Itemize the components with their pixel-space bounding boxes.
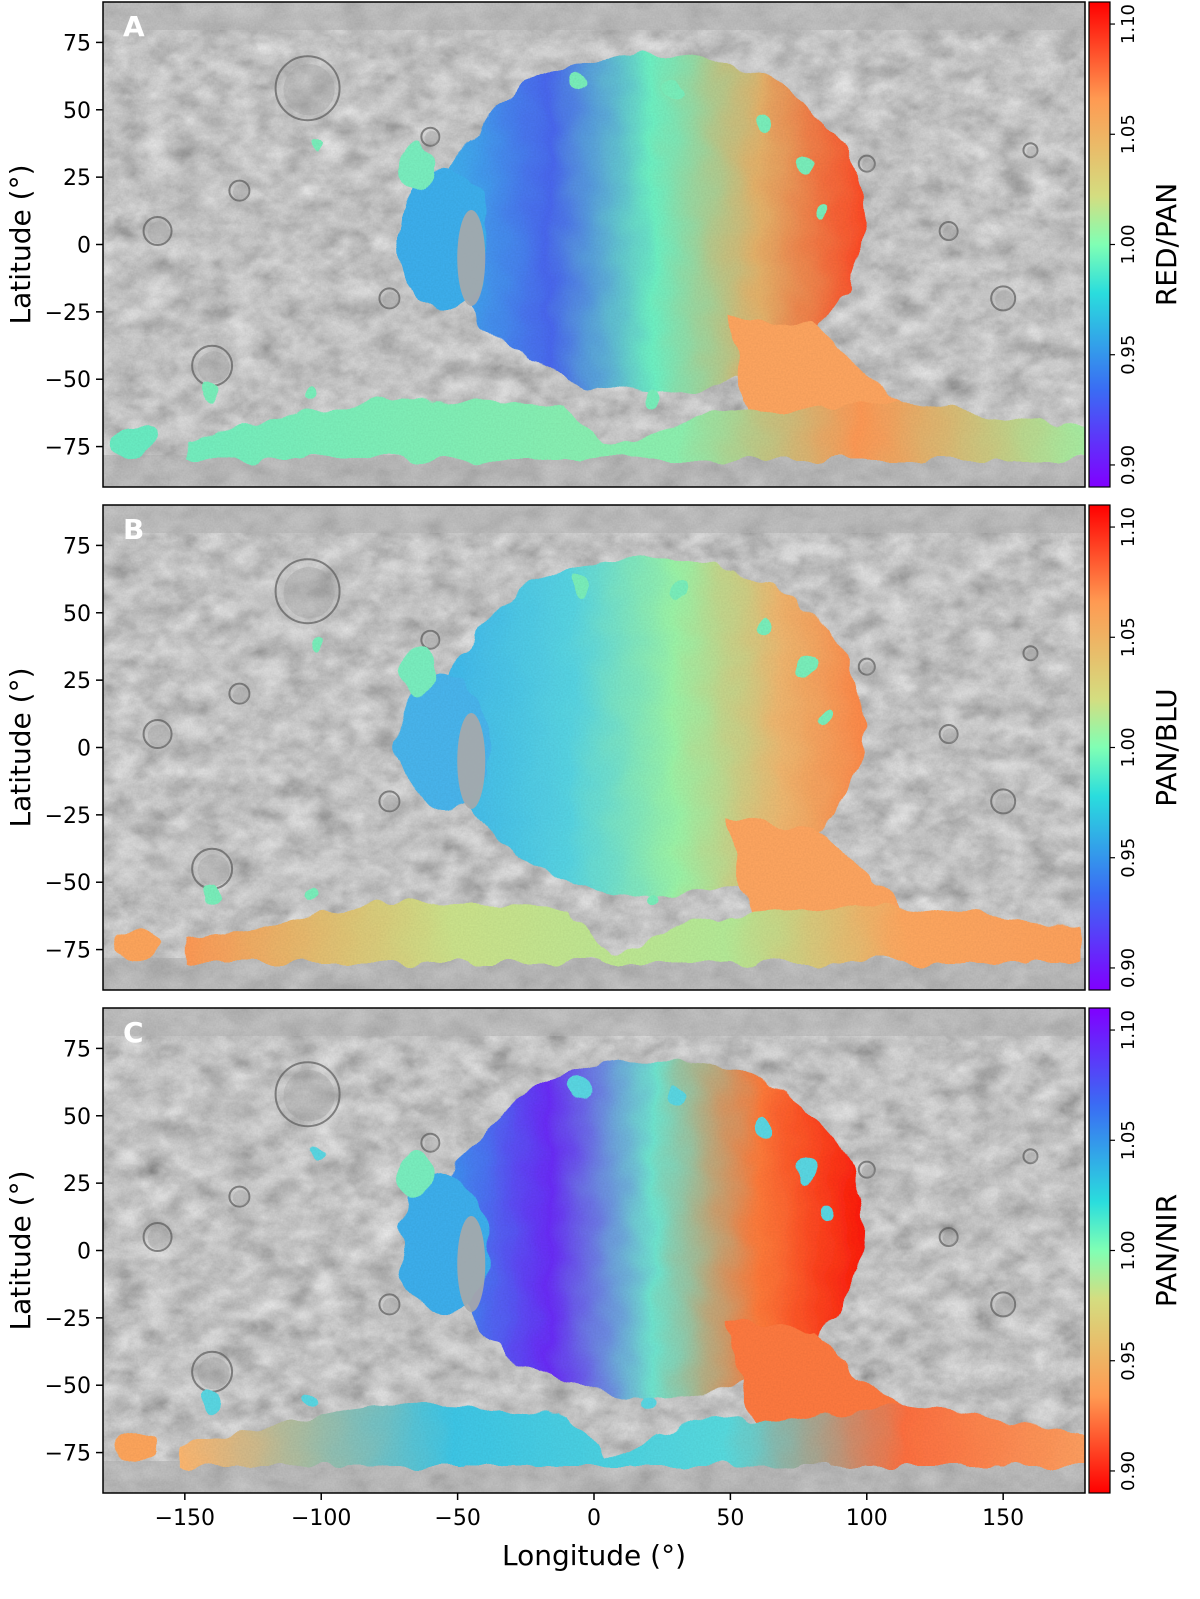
y-tick-label: 50 bbox=[63, 1105, 91, 1130]
x-tick-label: −50 bbox=[434, 1506, 480, 1531]
x-axis-label: Longitude (°) bbox=[502, 1539, 686, 1572]
map-panel-c: C 75 50 25 0 −25 −50 −75 Latitude (°) 0.90 0.95 1.0… bbox=[4, 1007, 1183, 1494]
colorbar-tick-label: 1.00 bbox=[1118, 727, 1139, 767]
colorbar-gradient bbox=[1088, 1, 1111, 488]
colorbar-tick-label: 1.10 bbox=[1118, 1010, 1139, 1050]
colorbar-tick-label: 0.90 bbox=[1118, 948, 1139, 988]
colorbar-tick-label: 1.05 bbox=[1118, 114, 1139, 154]
colorbar-label: RED/PAN bbox=[1150, 183, 1183, 306]
y-axis-label: Latitude (°) bbox=[4, 1171, 37, 1331]
y-tick-label: 0 bbox=[77, 234, 91, 259]
y-tick-label: 25 bbox=[63, 1172, 91, 1197]
y-tick-label: 50 bbox=[63, 99, 91, 124]
colorbar: 0.90 0.95 1.00 1.05 1.10 PAN/BLU bbox=[1088, 504, 1183, 991]
y-axis-label: Latitude (°) bbox=[4, 668, 37, 828]
y-tick-label: −25 bbox=[45, 804, 91, 829]
x-axis: −150 −100 −50 0 50 100 150 Longitude (°) bbox=[155, 1493, 1024, 1572]
colorbar-tick-label: 1.05 bbox=[1118, 1120, 1139, 1160]
y-tick-label: −25 bbox=[45, 1307, 91, 1332]
y-tick-label: 75 bbox=[63, 1037, 91, 1062]
colorbar-label: PAN/NIR bbox=[1150, 1194, 1183, 1307]
y-tick-label: −75 bbox=[45, 1442, 91, 1467]
map-panel-a: A 75 50 25 0 −25 −50 −75 Latitude (°) 0.90 0.95 1.0… bbox=[4, 1, 1183, 488]
crater bbox=[457, 1215, 486, 1312]
x-tick-label: 150 bbox=[982, 1506, 1024, 1531]
map-panel-b: B 75 50 25 0 −25 −50 −75 Latitude (°) 0.90 0.95 1.0… bbox=[4, 504, 1183, 991]
crater bbox=[457, 209, 486, 306]
colorbar-tick-label: 1.10 bbox=[1118, 4, 1139, 44]
y-tick-label: 75 bbox=[63, 534, 91, 559]
y-tick-label: −75 bbox=[45, 939, 91, 964]
x-tick-label: −100 bbox=[291, 1506, 351, 1531]
x-tick-label: −150 bbox=[155, 1506, 215, 1531]
colorbar-gradient bbox=[1088, 1007, 1111, 1494]
y-tick-label: 0 bbox=[77, 737, 91, 762]
panel-letter: A bbox=[123, 10, 145, 43]
colorbar-tick-label: 0.95 bbox=[1118, 838, 1139, 878]
y-tick-label: 75 bbox=[63, 31, 91, 56]
colorbar-tick-label: 1.05 bbox=[1118, 617, 1139, 657]
y-tick-label: 0 bbox=[77, 1240, 91, 1265]
y-tick-label: −50 bbox=[45, 871, 91, 896]
colorbar-label: PAN/BLU bbox=[1150, 688, 1183, 807]
y-tick-label: 25 bbox=[63, 669, 91, 694]
y-tick-label: −50 bbox=[45, 368, 91, 393]
colorbar-tick-label: 0.95 bbox=[1118, 1341, 1139, 1381]
x-tick-label: 50 bbox=[716, 1506, 744, 1531]
colorbar-tick-label: 1.10 bbox=[1118, 507, 1139, 547]
crater bbox=[457, 712, 486, 809]
colorbar: 0.90 0.95 1.00 1.05 1.10 RED/PAN bbox=[1088, 1, 1183, 488]
colorbar-tick-label: 0.95 bbox=[1118, 335, 1139, 375]
panel-letter: B bbox=[123, 513, 144, 546]
colorbar-tick-label: 1.00 bbox=[1118, 1230, 1139, 1270]
x-tick-label: 0 bbox=[587, 1506, 601, 1531]
y-tick-label: 50 bbox=[63, 602, 91, 627]
y-tick-label: 25 bbox=[63, 166, 91, 191]
y-tick-label: −25 bbox=[45, 301, 91, 326]
y-tick-label: −75 bbox=[45, 436, 91, 461]
colorbar-tick-label: 1.00 bbox=[1118, 224, 1139, 264]
panel-letter: C bbox=[123, 1016, 144, 1049]
y-tick-label: −50 bbox=[45, 1374, 91, 1399]
colorbar-tick-label: 0.90 bbox=[1118, 445, 1139, 485]
colorbar-tick-label: 0.90 bbox=[1118, 1451, 1139, 1491]
x-tick-label: 100 bbox=[846, 1506, 888, 1531]
colorbar: 0.90 0.95 1.00 1.05 1.10 PAN/NIR bbox=[1088, 1007, 1183, 1494]
colorbar-gradient bbox=[1088, 504, 1111, 991]
y-axis-label: Latitude (°) bbox=[4, 165, 37, 325]
